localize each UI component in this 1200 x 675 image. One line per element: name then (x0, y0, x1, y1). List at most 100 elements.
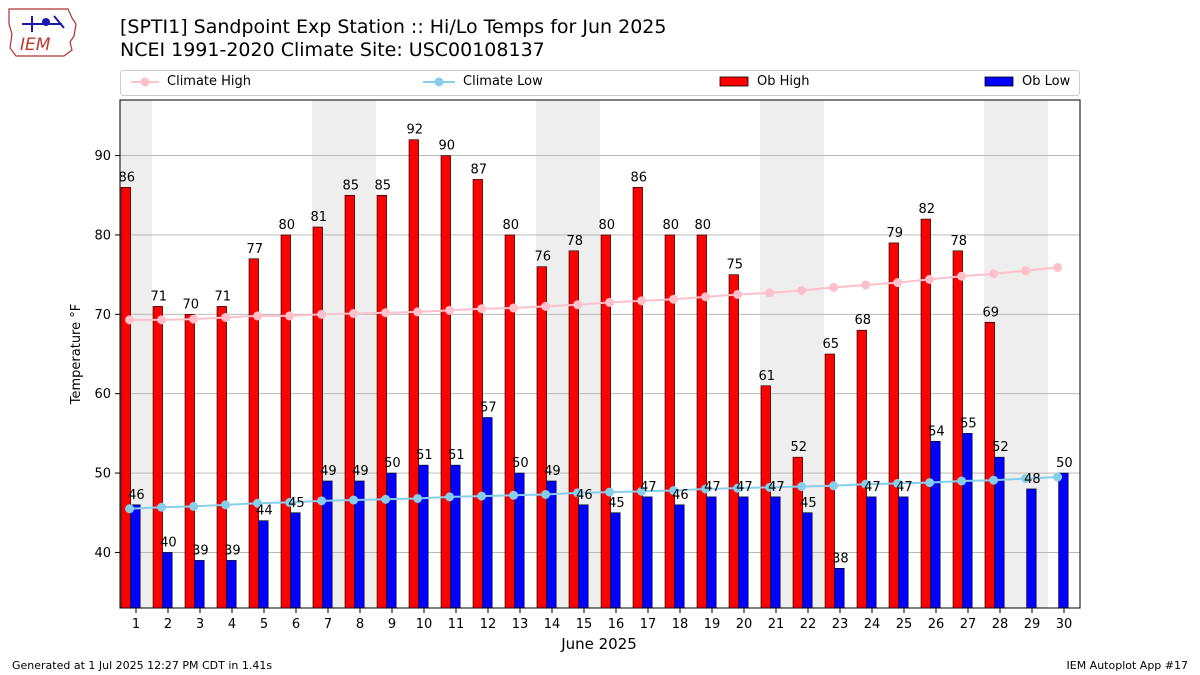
ob-low-bar (930, 441, 941, 609)
ob-low-bar (866, 496, 877, 609)
ob-low-value-label: 45 (608, 496, 625, 511)
ob-low-bar (674, 504, 685, 609)
ob-low-bar (738, 496, 749, 609)
ob-high-value-label: 85 (343, 178, 360, 193)
ob-high-value-label: 78 (567, 234, 584, 249)
x-tick-label: 23 (832, 617, 849, 632)
climate-high-point (797, 286, 807, 295)
x-tick-label: 6 (292, 617, 300, 632)
ob-low-value-label: 49 (544, 464, 561, 479)
ob-low-value-label: 49 (352, 464, 369, 479)
x-tick-label: 18 (672, 617, 689, 632)
ob-high-value-label: 80 (279, 218, 296, 233)
climate-high-point (573, 300, 583, 310)
climate-low-point (893, 478, 903, 488)
ob-low-value-label: 47 (768, 480, 785, 495)
ob-high-value-label: 92 (407, 123, 424, 138)
ob-high-value-label: 81 (311, 210, 328, 225)
climate-high-point (733, 289, 743, 299)
climate-high-point (989, 269, 999, 279)
ob-low-value-label: 50 (384, 456, 401, 471)
ob-low-value-label: 46 (128, 488, 145, 503)
x-tick-label: 13 (512, 617, 529, 632)
ob-low-value-label: 40 (160, 535, 177, 550)
legend-item-ob-high: Ob High (719, 74, 810, 89)
ob-high-value-label: 80 (695, 218, 712, 233)
climate-low-point (573, 488, 583, 498)
ob-high-bar (248, 258, 259, 609)
y-tick-label: 80 (94, 228, 111, 243)
ob-high-bar (280, 234, 291, 609)
x-tick-label: 24 (864, 617, 881, 632)
climate-low-point (957, 476, 967, 486)
ob-low-swatch (984, 76, 1014, 86)
ob-low-value-label: 47 (736, 480, 753, 495)
ob-low-bar (898, 496, 909, 609)
ob-high-value-label: 71 (151, 289, 168, 304)
ob-low-bar (610, 512, 621, 609)
legend-item-climate-low: Climate Low (423, 74, 543, 89)
climate-high-point (381, 308, 391, 318)
climate-high-point (541, 301, 551, 311)
ob-high-bar (792, 456, 803, 609)
ob-low-bar (962, 433, 973, 609)
chart-title: [SPTI1] Sandpoint Exp Station :: Hi/Lo T… (120, 16, 667, 38)
climate-high-point (157, 315, 167, 325)
ob-low-bar (226, 560, 237, 609)
x-tick-label: 12 (480, 617, 497, 632)
legend-label-climate-low: Climate Low (463, 74, 543, 89)
climate-high-point (317, 309, 327, 319)
x-tick-label: 17 (640, 617, 657, 632)
ob-high-value-label: 86 (119, 170, 136, 185)
ob-low-value-label: 45 (800, 496, 817, 511)
ob-low-value-label: 38 (832, 551, 849, 566)
y-axis-label: Temperature °F (69, 304, 84, 405)
ob-high-swatch (719, 76, 749, 86)
climate-high-point (957, 271, 967, 281)
ob-high-value-label: 86 (631, 170, 648, 185)
climate-high-point (477, 304, 487, 314)
ob-high-value-label: 71 (215, 289, 232, 304)
ob-low-bar (130, 504, 141, 609)
legend-item-climate-high: Climate High (131, 74, 251, 89)
ob-high-bar (120, 187, 131, 609)
climate-low-point (1021, 474, 1031, 484)
climate-low-point (669, 486, 679, 496)
ob-high-bar (472, 179, 483, 609)
ob-low-bar (1026, 488, 1037, 609)
x-tick-label: 11 (448, 617, 465, 632)
ob-low-value-label: 47 (640, 480, 657, 495)
ob-high-value-label: 87 (471, 162, 488, 177)
x-tick-label: 2 (164, 617, 172, 632)
ob-low-value-label: 46 (576, 488, 593, 503)
ob-low-value-label: 57 (480, 401, 497, 416)
climate-high-line-swatch (131, 77, 159, 86)
climate-low-point (445, 492, 455, 502)
ob-low-value-label: 48 (1024, 472, 1041, 487)
climate-low-point (637, 486, 647, 496)
ob-low-value-label: 50 (512, 456, 529, 471)
ob-low-bar (1058, 472, 1069, 609)
climate-high-point (893, 278, 903, 288)
ob-high-value-label: 90 (439, 139, 456, 154)
ob-low-bar (546, 480, 557, 609)
ob-low-bar (194, 560, 205, 609)
x-tick-label: 20 (736, 617, 753, 632)
ob-low-bar (834, 568, 845, 609)
ob-low-value-label: 51 (448, 448, 465, 463)
ob-low-bar (418, 464, 429, 609)
ob-high-bar (664, 234, 675, 609)
climate-high-point (861, 280, 871, 290)
climate-low-point (381, 494, 391, 504)
x-tick-label: 8 (356, 617, 364, 632)
y-tick-label: 50 (94, 467, 111, 482)
ob-high-value-label: 79 (887, 226, 904, 241)
climate-low-line (129, 476, 1058, 510)
x-tick-label: 1 (132, 617, 140, 632)
ob-low-bar (290, 512, 301, 609)
climate-low-point (541, 489, 551, 499)
ob-low-value-label: 50 (1056, 456, 1073, 471)
climate-high-point (1053, 262, 1063, 272)
climate-high-point (829, 282, 839, 292)
y-tick-label: 40 (94, 546, 111, 561)
